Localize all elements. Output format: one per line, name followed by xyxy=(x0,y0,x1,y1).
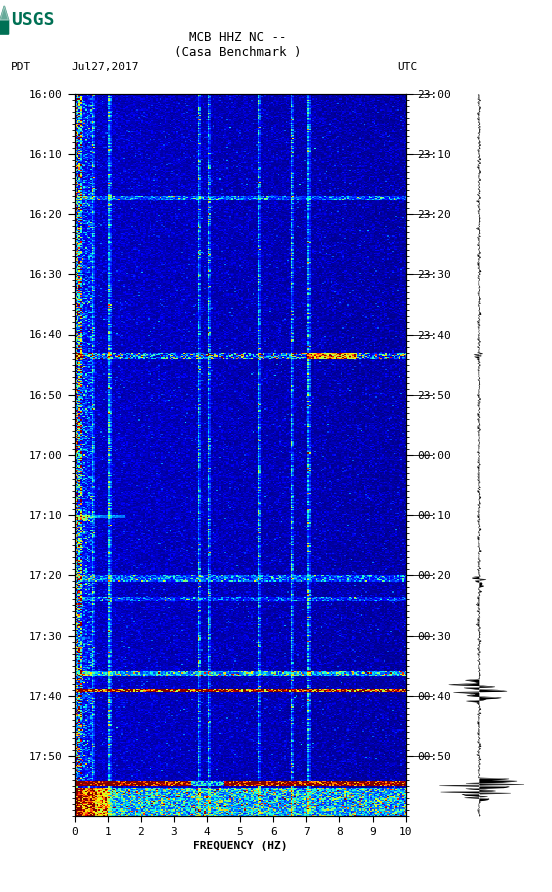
Text: (Casa Benchmark ): (Casa Benchmark ) xyxy=(174,46,301,60)
Text: PDT: PDT xyxy=(11,62,31,72)
Text: UTC: UTC xyxy=(397,62,418,72)
Polygon shape xyxy=(0,6,9,34)
Text: USGS: USGS xyxy=(12,11,55,29)
Text: Jul27,2017: Jul27,2017 xyxy=(72,62,139,72)
X-axis label: FREQUENCY (HZ): FREQUENCY (HZ) xyxy=(193,841,288,851)
Polygon shape xyxy=(0,6,9,20)
Text: MCB HHZ NC --: MCB HHZ NC -- xyxy=(189,31,286,45)
